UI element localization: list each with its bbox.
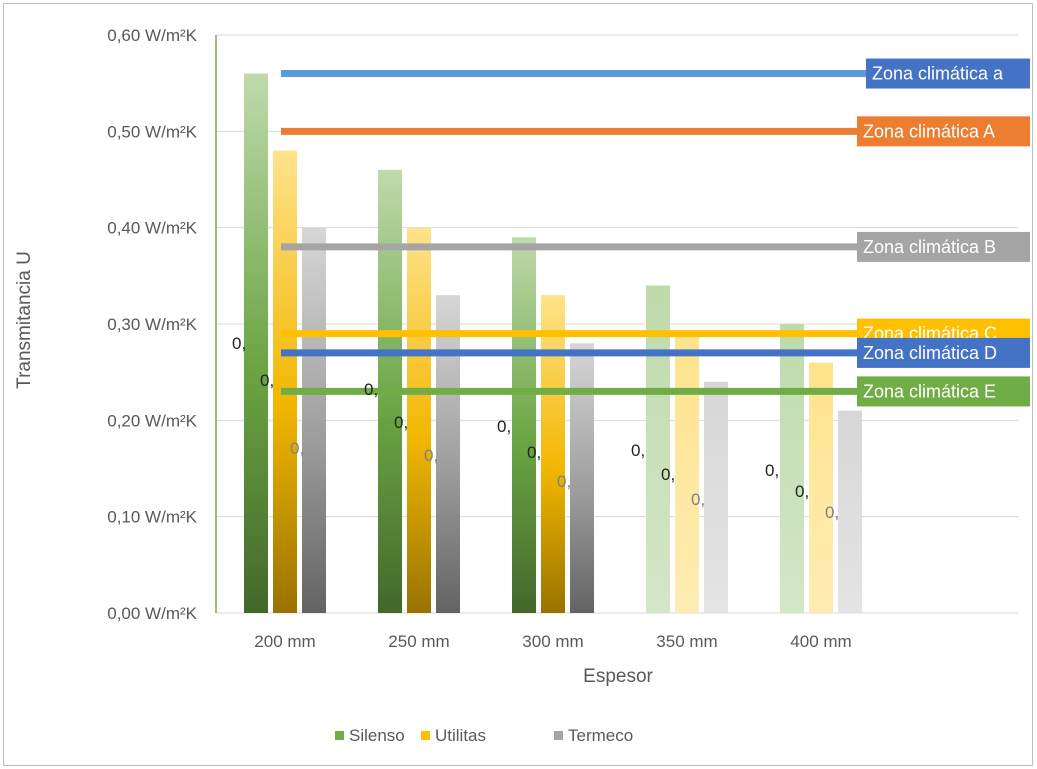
data-label: 0, bbox=[691, 490, 705, 509]
legend: Silenso Utilitas Termeco bbox=[335, 726, 633, 745]
data-label: 0, bbox=[260, 371, 274, 390]
reference-label: Zona climática A bbox=[863, 121, 995, 141]
y-tick-label: 0,20 W/m²K bbox=[107, 411, 197, 430]
x-tick-label: 400 mm bbox=[790, 632, 851, 651]
y-tick-label: 0,00 W/m²K bbox=[107, 604, 197, 623]
y-tick-label: 0,10 W/m²K bbox=[107, 508, 197, 527]
legend-swatch bbox=[335, 731, 344, 740]
bar-silenso bbox=[646, 285, 670, 613]
y-tick-labels: 0,00 W/m²K 0,10 W/m²K 0,20 W/m²K 0,30 W/m²K… bbox=[107, 26, 197, 623]
x-tick-label: 350 mm bbox=[656, 632, 717, 651]
y-axis-label: Transmitancia U bbox=[14, 251, 35, 389]
data-labels: 0, 0, 0, 0, 0, 0, 0, 0, 0, 0, 0, 0, 0, 0, 0, bbox=[232, 334, 839, 522]
reference-label-box bbox=[866, 58, 1030, 89]
data-label: 0, bbox=[661, 465, 675, 484]
reference-label: Zona climática E bbox=[863, 381, 996, 401]
bar-utilitas bbox=[809, 362, 833, 613]
reference-label: Zona climática B bbox=[863, 237, 996, 257]
reference-label-box bbox=[857, 231, 1030, 262]
legend-swatch bbox=[554, 731, 563, 740]
bar-termeco bbox=[570, 343, 594, 613]
bars bbox=[244, 73, 862, 614]
bar-utilitas bbox=[273, 150, 297, 613]
data-label: 0, bbox=[497, 417, 511, 436]
reference-label-box bbox=[857, 376, 1030, 407]
data-label: 0, bbox=[424, 446, 438, 465]
x-tick-label: 300 mm bbox=[522, 632, 583, 651]
y-tick-label: 0,60 W/m²K bbox=[107, 26, 197, 45]
x-tick-label: 250 mm bbox=[388, 632, 449, 651]
bar-termeco bbox=[704, 381, 728, 613]
x-axis-label: Espesor bbox=[583, 666, 653, 687]
data-label: 0, bbox=[364, 380, 378, 399]
data-label: 0, bbox=[631, 441, 645, 460]
data-label: 0, bbox=[795, 482, 809, 501]
data-label: 0, bbox=[290, 439, 304, 458]
bar-silenso bbox=[780, 324, 804, 613]
reference-label-box bbox=[857, 116, 1030, 147]
bar-termeco bbox=[436, 295, 460, 613]
data-label: 0, bbox=[232, 334, 246, 353]
legend-label: Utilitas bbox=[435, 726, 486, 745]
bar-utilitas bbox=[407, 227, 431, 613]
legend-label: Silenso bbox=[349, 726, 405, 745]
reference-label: Zona climática D bbox=[863, 343, 997, 363]
y-tick-label: 0,50 W/m²K bbox=[107, 122, 197, 141]
x-tick-labels: 200 mm 250 mm 300 mm 350 mm 400 mm bbox=[254, 632, 851, 651]
reference-label-box bbox=[857, 337, 1030, 368]
data-label: 0, bbox=[765, 461, 779, 480]
bar-termeco bbox=[302, 227, 326, 613]
x-tick-label: 200 mm bbox=[254, 632, 315, 651]
data-label: 0, bbox=[394, 413, 408, 432]
legend-swatch bbox=[421, 731, 430, 740]
y-tick-label: 0,40 W/m²K bbox=[107, 219, 197, 238]
bar-utilitas bbox=[675, 333, 699, 613]
bar-silenso bbox=[244, 73, 268, 614]
data-label: 0, bbox=[825, 503, 839, 522]
legend-label: Termeco bbox=[568, 726, 633, 745]
reference-lines: Zona climática a Zona climática A Zona cli… bbox=[281, 58, 1030, 407]
bar-utilitas bbox=[541, 295, 565, 613]
data-label: 0, bbox=[527, 443, 541, 462]
bar-silenso bbox=[512, 237, 536, 614]
data-label: 0, bbox=[557, 472, 571, 491]
y-tick-label: 0,30 W/m²K bbox=[107, 315, 197, 334]
reference-label: Zona climática a bbox=[872, 64, 1004, 84]
bar-termeco bbox=[838, 410, 862, 613]
